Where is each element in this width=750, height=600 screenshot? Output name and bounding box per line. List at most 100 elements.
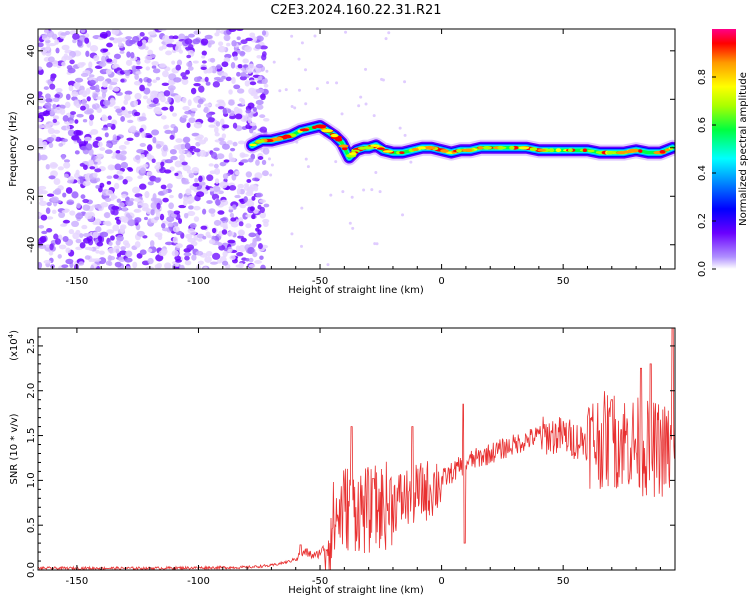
y-tick-label: 0 xyxy=(26,145,37,151)
noise-blob xyxy=(120,115,125,122)
noise-blob xyxy=(169,148,177,155)
noise-blob xyxy=(228,157,236,163)
noise-blob xyxy=(106,175,113,179)
noise-blob xyxy=(181,161,188,166)
noise-blob xyxy=(121,106,126,111)
noise-blob xyxy=(112,134,117,142)
noise-blob xyxy=(237,140,246,145)
noise-blob xyxy=(178,218,183,224)
noise-blob xyxy=(169,105,174,112)
noise-blob xyxy=(210,151,218,159)
noise-blob xyxy=(68,229,75,235)
noise-blob xyxy=(232,204,237,209)
noise-blob xyxy=(248,63,255,71)
noise-blob xyxy=(166,38,175,43)
noise-blob xyxy=(255,192,264,198)
noise-blob xyxy=(151,65,157,69)
noise-blob xyxy=(113,53,121,60)
noise-blob xyxy=(236,71,241,77)
noise-blob xyxy=(297,57,301,61)
noise-blob xyxy=(239,188,245,195)
noise-blob xyxy=(80,194,86,199)
noise-blob xyxy=(192,38,201,45)
noise-blob xyxy=(82,237,91,244)
ridge-peak xyxy=(638,149,643,153)
noise-blob xyxy=(63,173,69,178)
noise-blob xyxy=(259,114,266,119)
noise-blob xyxy=(81,224,88,230)
snr-y-multiplier: (x104) xyxy=(7,330,20,361)
noise-blob xyxy=(219,199,229,206)
noise-blob xyxy=(364,67,368,71)
ridge-peak xyxy=(417,146,427,150)
ridge-peak xyxy=(567,148,573,153)
noise-blob xyxy=(148,103,157,108)
y-tick-label: 0.0 xyxy=(26,562,37,578)
noise-blob xyxy=(180,72,187,78)
noise-blob xyxy=(205,250,213,257)
noise-blob xyxy=(48,175,56,180)
ridge-peak xyxy=(396,151,401,155)
noise-blob xyxy=(162,70,169,78)
noise-blob xyxy=(47,56,55,63)
noise-blob xyxy=(45,93,51,100)
noise-blob xyxy=(195,250,204,256)
noise-blob xyxy=(154,208,159,214)
noise-blob xyxy=(134,217,142,223)
noise-blob xyxy=(106,122,113,128)
noise-blob xyxy=(71,220,80,228)
noise-blob xyxy=(326,81,330,85)
noise-blob xyxy=(157,94,163,101)
noise-blob xyxy=(257,204,262,210)
noise-blob xyxy=(164,129,172,134)
noise-blob xyxy=(127,167,134,172)
noise-blob xyxy=(239,204,246,209)
noise-blob xyxy=(216,153,225,160)
noise-blob xyxy=(209,57,216,63)
noise-blob xyxy=(227,239,236,244)
noise-blob xyxy=(52,115,60,120)
noise-blob xyxy=(194,136,203,141)
noise-blob xyxy=(193,148,201,153)
ridge-peak xyxy=(299,128,310,132)
noise-blob xyxy=(204,34,213,40)
noise-blob xyxy=(67,129,75,137)
noise-blob xyxy=(38,66,43,71)
noise-blob xyxy=(132,186,141,194)
noise-blob xyxy=(116,198,122,203)
x-tick-label: -100 xyxy=(187,276,210,287)
noise-blob xyxy=(54,39,60,45)
noise-blob xyxy=(90,264,95,269)
noise-blob xyxy=(98,250,105,255)
noise-blob xyxy=(133,208,140,213)
colorbar-tick-label: 0.8 xyxy=(697,69,708,85)
noise-blob xyxy=(198,181,206,186)
y-tick-label: -20 xyxy=(26,188,37,204)
noise-blob xyxy=(245,109,251,114)
noise-blob xyxy=(122,216,129,224)
noise-blob xyxy=(48,250,54,256)
noise-blob xyxy=(403,133,407,137)
noise-blob xyxy=(315,87,319,91)
noise-blob xyxy=(95,249,100,254)
noise-blob xyxy=(161,227,170,232)
noise-blob xyxy=(184,38,193,45)
noise-blob xyxy=(74,77,84,83)
noise-blob xyxy=(223,159,230,163)
noise-blob xyxy=(57,166,64,171)
noise-blob xyxy=(183,199,188,207)
noise-blob xyxy=(172,236,179,244)
ridge-peak xyxy=(456,148,462,153)
noise-blob xyxy=(51,60,59,67)
noise-blob xyxy=(206,174,214,182)
noise-blob xyxy=(209,190,215,196)
noise-blob xyxy=(170,155,178,161)
noise-blob xyxy=(67,67,76,74)
noise-blob xyxy=(236,36,241,41)
noise-blob xyxy=(236,88,245,94)
noise-blob xyxy=(188,117,196,124)
noise-blob xyxy=(233,55,238,61)
noise-blob xyxy=(93,161,98,165)
noise-blob xyxy=(39,196,44,202)
noise-blob xyxy=(139,142,146,148)
